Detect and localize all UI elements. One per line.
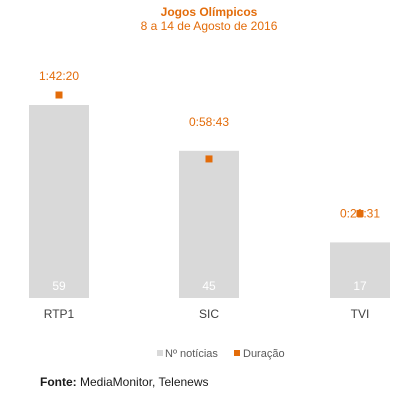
marker-sic	[205, 155, 213, 163]
bar-label-tvi: 17	[353, 279, 367, 293]
marker-rtp1	[55, 91, 63, 99]
source-text: MediaMonitor, Telenews	[80, 375, 209, 389]
legend-label-bars: Nº notícias	[165, 348, 218, 360]
duration-label-rtp1: 1:42:20	[39, 69, 79, 83]
chart-title: Jogos Olímpicos	[161, 5, 258, 19]
duration-label-sic: 0:58:43	[189, 115, 229, 129]
source-note: Fonte: MediaMonitor, Telenews	[40, 375, 209, 389]
legend-swatch-duration	[234, 350, 240, 356]
category-label-sic: SIC	[199, 307, 219, 321]
legend-label-duration: Duração	[243, 348, 285, 360]
bar-label-sic: 45	[202, 279, 216, 293]
bar-label-rtp1: 59	[52, 279, 66, 293]
duration-label-tvi: 0:21:31	[340, 206, 380, 220]
source-label: Fonte:	[40, 375, 77, 389]
legend-swatch-bars	[157, 350, 163, 356]
category-label-rtp1: RTP1	[44, 307, 75, 321]
marker-tvi	[356, 209, 364, 217]
chart-subtitle: 8 a 14 de Agosto de 2016	[141, 19, 278, 33]
bar-sic	[179, 150, 239, 298]
category-label-tvi: TVI	[351, 307, 370, 321]
bar-tvi	[330, 242, 390, 298]
bar-rtp1	[29, 105, 89, 298]
